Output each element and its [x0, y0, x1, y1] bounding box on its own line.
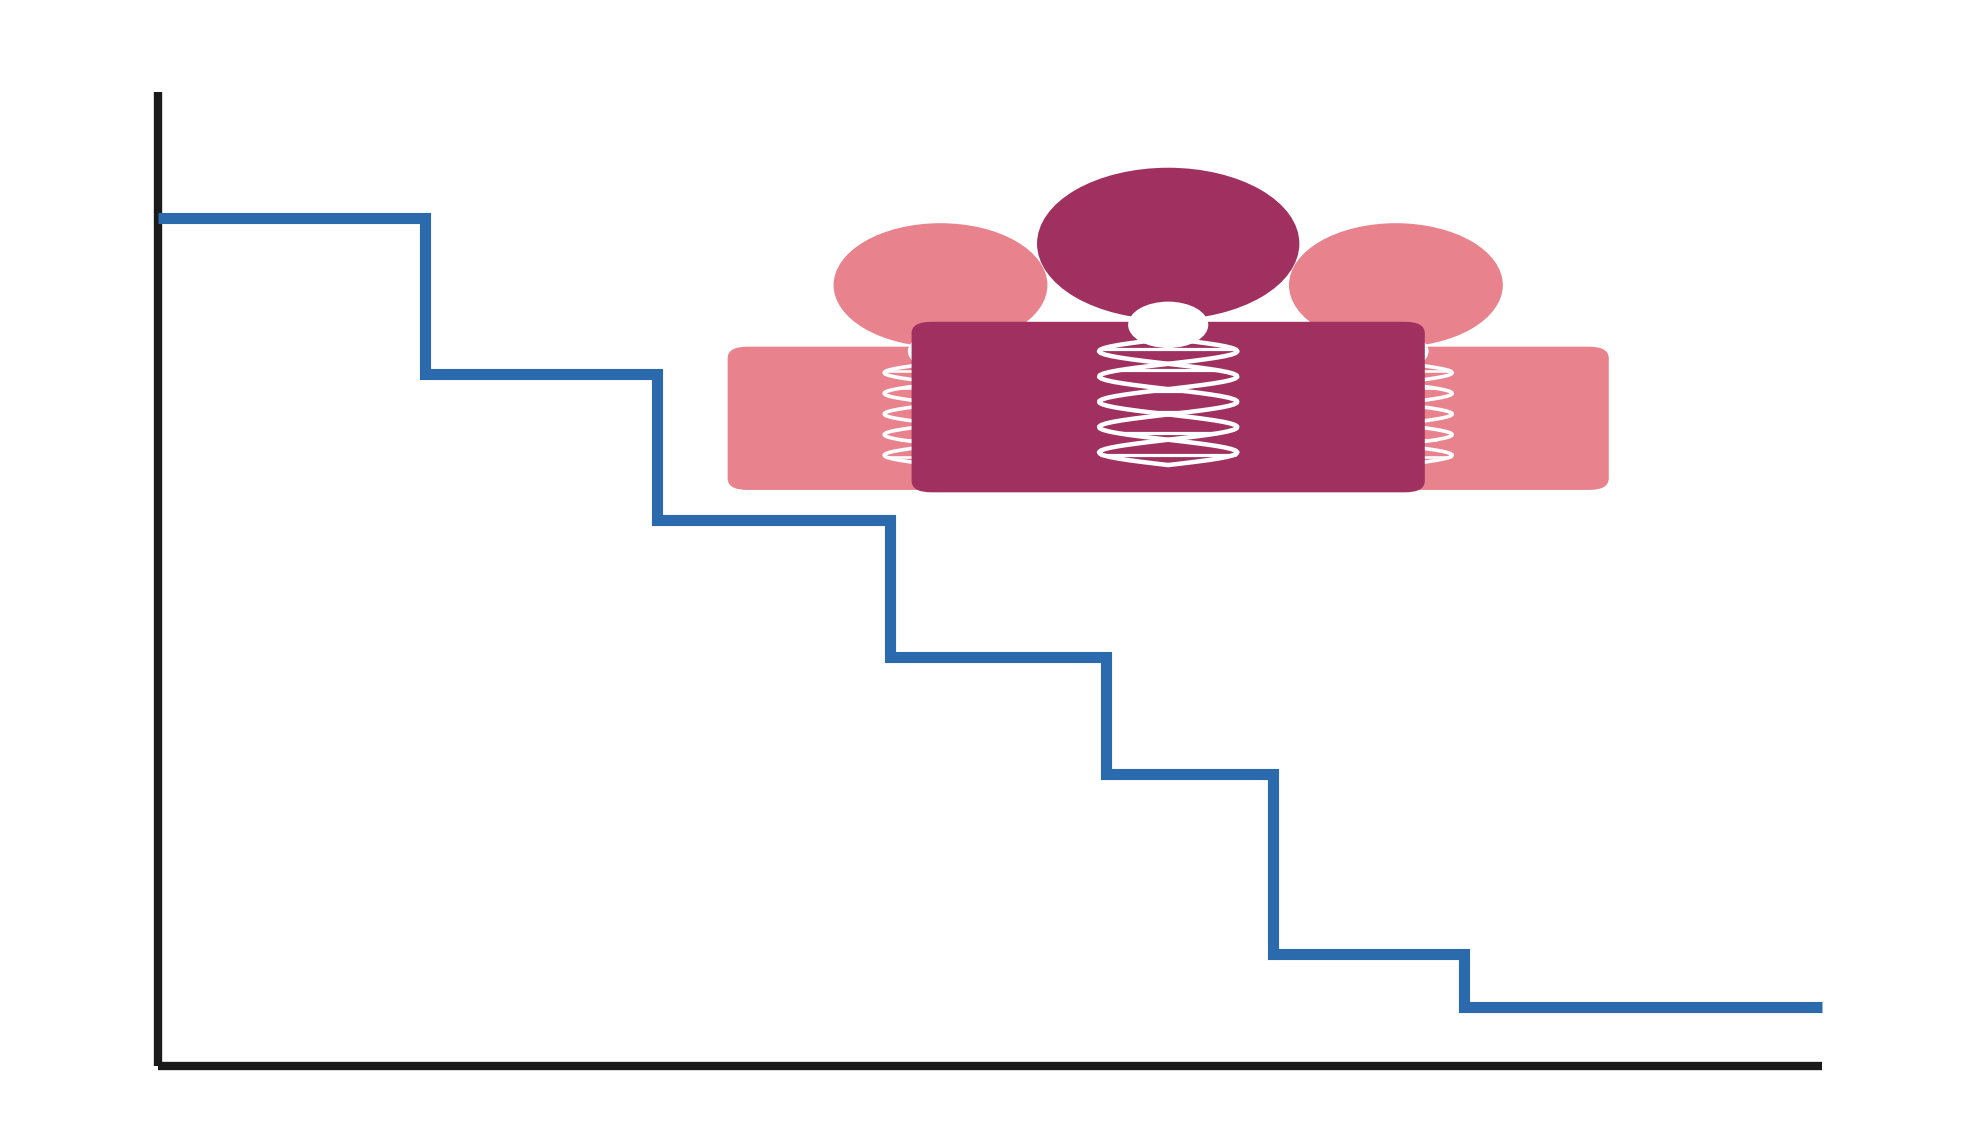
Circle shape [1129, 301, 1208, 348]
Circle shape [1289, 223, 1503, 347]
FancyBboxPatch shape [727, 346, 1152, 490]
Circle shape [907, 332, 974, 370]
Circle shape [1362, 332, 1428, 370]
Circle shape [834, 223, 1047, 347]
FancyBboxPatch shape [911, 322, 1426, 493]
FancyBboxPatch shape [1184, 346, 1608, 490]
Circle shape [1038, 167, 1299, 320]
